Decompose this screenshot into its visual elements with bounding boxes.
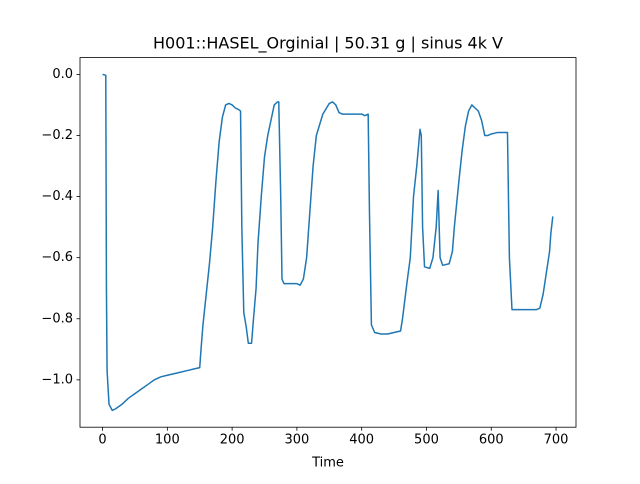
x-tick-label: 200 [220, 433, 245, 448]
x-tick-label: 600 [479, 433, 504, 448]
x-tick-label: 400 [349, 433, 374, 448]
y-tick-label: −0.2 [41, 128, 73, 143]
y-tick-label: −0.4 [41, 189, 73, 204]
plot-frame [79, 57, 577, 428]
y-tick-label: −0.6 [41, 250, 73, 265]
x-tick-label: 300 [284, 433, 309, 448]
x-tick-label: 700 [544, 433, 569, 448]
y-tick-label: 0.0 [52, 67, 73, 82]
x-tick-label: 0 [98, 433, 106, 448]
chart-title: H001::HASEL_Orginial | 50.31 g | sinus 4… [153, 34, 503, 54]
y-tick-label: −0.8 [41, 311, 73, 326]
y-tick-label: −1.0 [41, 372, 73, 387]
x-tick-label: 500 [414, 433, 439, 448]
x-tick-label: 100 [155, 433, 180, 448]
x-axis-label: Time [311, 456, 344, 471]
data-line [102, 73, 554, 412]
